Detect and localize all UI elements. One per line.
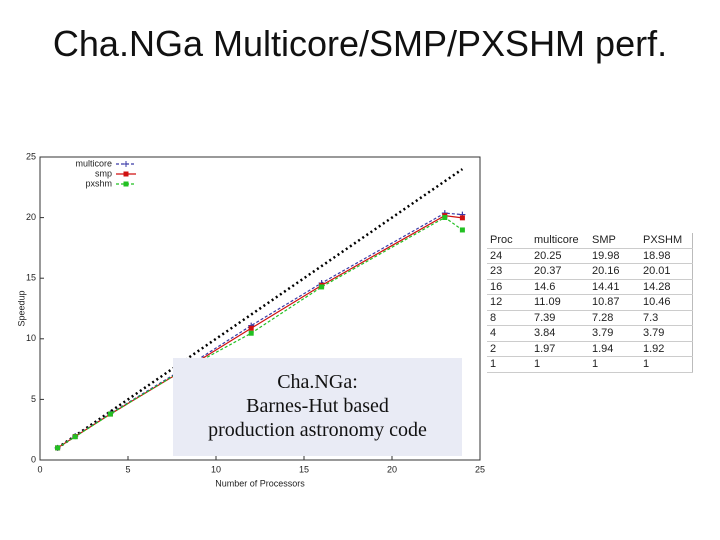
slide-title: Cha.NGa Multicore/SMP/PXSHM perf. bbox=[52, 23, 668, 64]
table-cell: 24 bbox=[487, 248, 531, 264]
point bbox=[442, 214, 448, 220]
legend-marker bbox=[123, 161, 129, 167]
x-tick-label: 5 bbox=[125, 464, 130, 474]
table-cell: 20.37 bbox=[531, 263, 589, 280]
table-cell: 14.28 bbox=[640, 279, 693, 295]
annotation-line: Cha.NGa: bbox=[277, 371, 358, 393]
table-row: 4 3.84 3.79 3.79 bbox=[487, 325, 693, 342]
table-cell: 11.09 bbox=[531, 294, 589, 311]
table-row: 2 1.97 1.94 1.92 bbox=[487, 341, 693, 357]
table-row: 24 20.25 19.98 18.98 bbox=[487, 248, 693, 264]
point bbox=[459, 215, 465, 221]
table-cell: 14.41 bbox=[589, 279, 640, 295]
y-tick-label: 15 bbox=[26, 273, 36, 283]
table-cell: 1 bbox=[640, 356, 693, 373]
series-line bbox=[57, 212, 463, 449]
y-tick-label: 20 bbox=[26, 212, 36, 222]
table-cell: SMP bbox=[589, 233, 640, 249]
x-tick-label: 0 bbox=[37, 464, 42, 474]
table-cell: 1 bbox=[531, 356, 589, 373]
table-header: Proc multicore SMP PXSHM bbox=[487, 233, 693, 249]
table-cell: 18.98 bbox=[640, 248, 693, 264]
table-row: 23 20.37 20.16 20.01 bbox=[487, 263, 693, 280]
table-row: 8 7.39 7.28 7.3 bbox=[487, 310, 693, 326]
table-cell: 14.6 bbox=[531, 279, 589, 295]
series-line bbox=[56, 168, 464, 449]
x-tick-label: 25 bbox=[475, 464, 485, 474]
series-line bbox=[57, 216, 463, 449]
y-tick-label: 5 bbox=[31, 394, 36, 404]
table-cell: 7.3 bbox=[640, 310, 693, 326]
table-cell: 4 bbox=[487, 325, 531, 342]
legend-label: multicore bbox=[75, 158, 112, 168]
table-cell: 20.01 bbox=[640, 263, 693, 280]
point bbox=[319, 284, 325, 290]
y-axis-label: Speedup bbox=[16, 290, 26, 326]
point bbox=[459, 227, 465, 233]
table-cell: 1 bbox=[487, 356, 531, 373]
table-cell: Proc bbox=[487, 233, 531, 249]
point bbox=[55, 445, 61, 451]
y-tick-label: 10 bbox=[26, 333, 36, 343]
table-cell: 23 bbox=[487, 263, 531, 280]
annotation: Cha.NGa: Barnes-Hut based production astro… bbox=[173, 358, 462, 456]
point bbox=[107, 411, 113, 417]
table-cell: 7.39 bbox=[531, 310, 589, 326]
table-cell: 12 bbox=[487, 294, 531, 311]
legend-marker bbox=[123, 181, 129, 187]
table-cell: 10.87 bbox=[589, 294, 640, 311]
table-cell: 2 bbox=[487, 341, 531, 357]
x-tick-label: 15 bbox=[299, 464, 309, 474]
point bbox=[72, 434, 78, 440]
legend-marker bbox=[123, 171, 129, 177]
table-cell: 16 bbox=[487, 279, 531, 295]
point bbox=[248, 330, 254, 336]
table-cell: 7.28 bbox=[589, 310, 640, 326]
x-tick-label: 10 bbox=[211, 464, 221, 474]
table-cell: 1.97 bbox=[531, 341, 589, 357]
table-cell: 8 bbox=[487, 310, 531, 326]
table-cell: multicore bbox=[531, 233, 589, 249]
table-cell: 3.84 bbox=[531, 325, 589, 342]
table-cell: PXSHM bbox=[640, 233, 693, 249]
table-row: 16 14.6 14.41 14.28 bbox=[487, 279, 693, 295]
y-tick-label: 25 bbox=[26, 151, 36, 161]
plot-frame bbox=[39, 156, 481, 461]
x-tick-label: 20 bbox=[387, 464, 397, 474]
table-cell: 3.79 bbox=[640, 325, 693, 342]
legend-label: smp bbox=[95, 168, 112, 178]
annotation-line: Barnes-Hut based bbox=[246, 395, 389, 417]
y-tick-label: 0 bbox=[31, 454, 36, 464]
table-cell: 20.16 bbox=[589, 263, 640, 280]
point bbox=[248, 325, 254, 331]
table-cell: 10.46 bbox=[640, 294, 693, 311]
annotation-line: production astronomy code bbox=[208, 419, 427, 441]
x-axis-label: Number of Processors bbox=[215, 478, 305, 488]
table-cell: 1.92 bbox=[640, 341, 693, 357]
table-row: 12 11.09 10.87 10.46 bbox=[487, 294, 693, 311]
table-cell: 20.25 bbox=[531, 248, 589, 264]
data-table: Proc multicore SMP PXSHM 24 20.25 19.98 18.98 23… bbox=[487, 233, 693, 373]
table-cell: 1 bbox=[589, 356, 640, 373]
table-cell: 1.94 bbox=[589, 341, 640, 357]
table-cell: 3.79 bbox=[589, 325, 640, 342]
table-cell: 19.98 bbox=[589, 248, 640, 264]
legend-label: pxshm bbox=[85, 178, 112, 188]
